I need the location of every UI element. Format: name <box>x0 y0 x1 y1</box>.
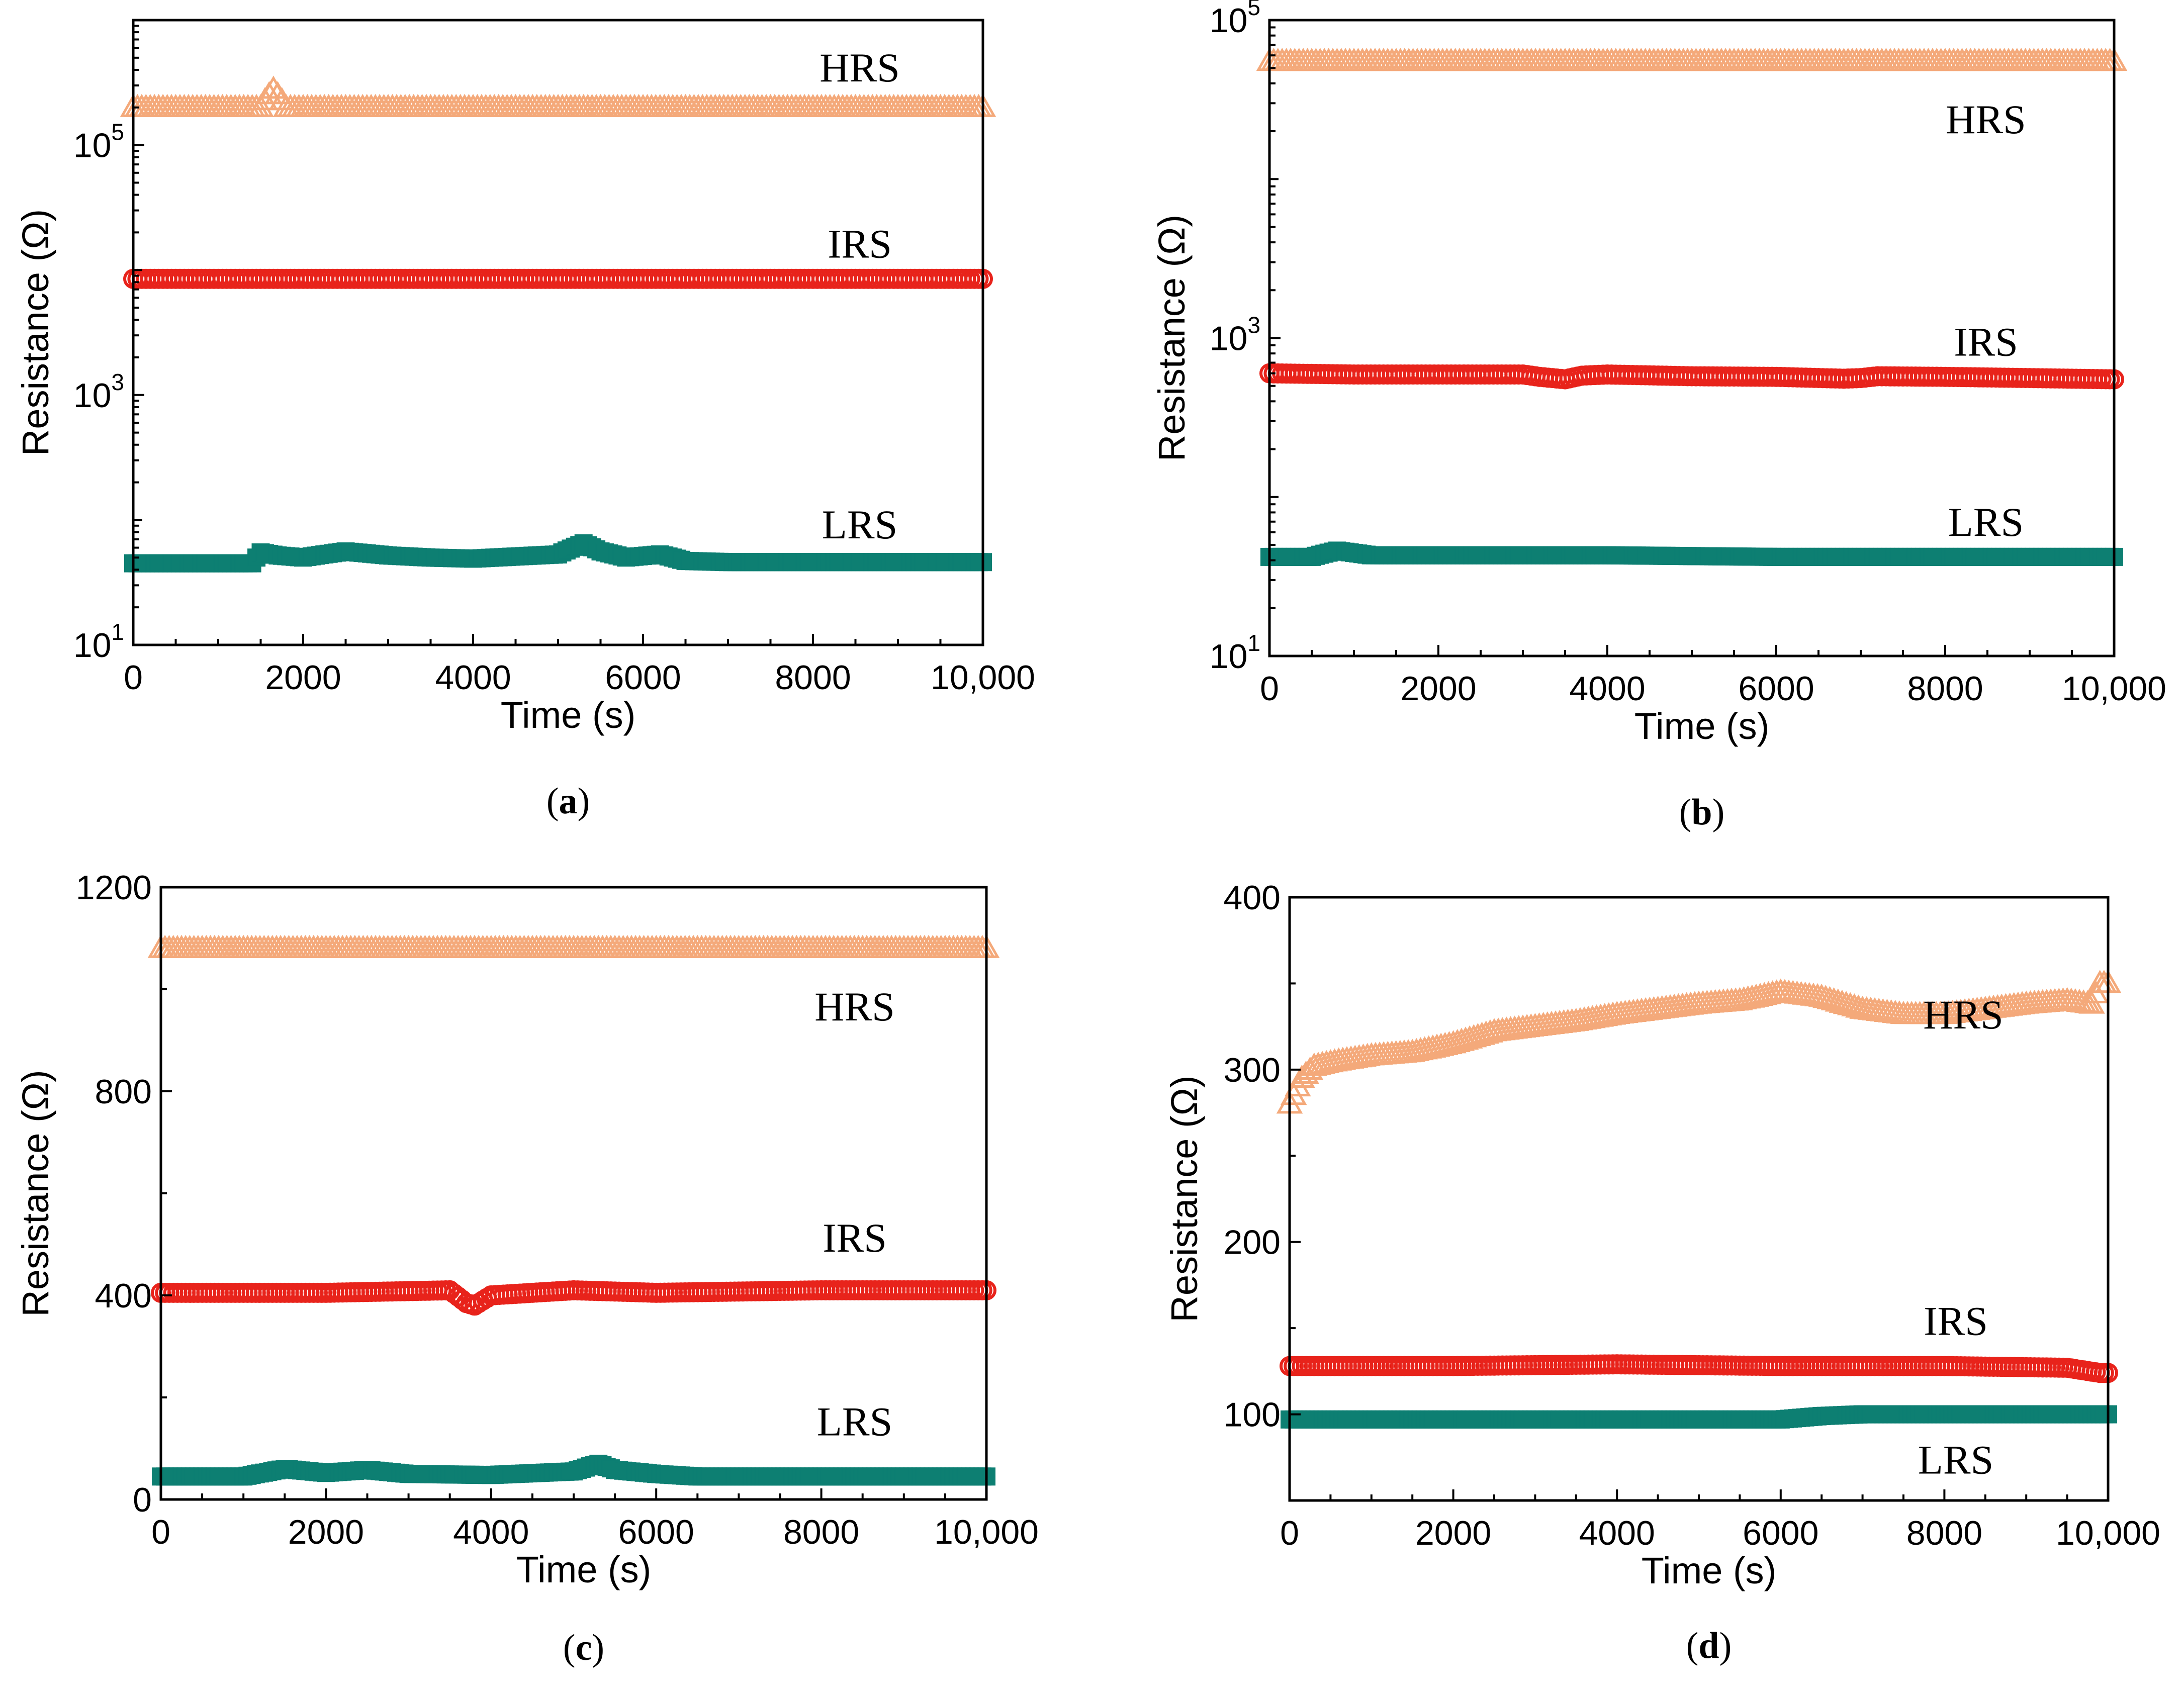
state-label-lrs: LRS <box>822 502 897 547</box>
y-tick-label: 103 <box>73 369 124 415</box>
x-tick-label: 8000 <box>1907 670 1983 708</box>
y-axis-title: Resistance (Ω) <box>1151 215 1193 461</box>
state-label-hrs: HRS <box>1946 97 2026 142</box>
hrs-point <box>1297 1056 1324 1080</box>
x-tick-label: 10,000 <box>931 658 1035 697</box>
series-lrs <box>152 1454 995 1486</box>
x-axis-title: Time (s) <box>1642 1550 1777 1591</box>
state-label-lrs: LRS <box>1948 499 2024 545</box>
x-tick-label: 6000 <box>605 658 681 697</box>
series-irs <box>1259 363 2124 390</box>
x-axis-title: Time (s) <box>1634 705 1770 747</box>
state-label-lrs: LRS <box>817 1398 892 1444</box>
y-tick-label: 105 <box>73 119 124 165</box>
series-hrs <box>1256 48 2128 71</box>
state-label-irs: IRS <box>1954 319 2018 365</box>
series-hrs <box>120 75 996 117</box>
y-tick-label: 0 <box>133 1481 152 1519</box>
x-tick-label: 8000 <box>1906 1514 1982 1552</box>
panel-caption: (b) <box>1679 792 1724 833</box>
panel-c: 0 2000 4000 6000 8000 10,000 0 400 800 1200 Time (… <box>15 869 1039 1668</box>
panel-caption: (c) <box>563 1627 604 1668</box>
panel-a: 0 2000 4000 6000 8000 10,000 101 103 105 Time (s)… <box>15 19 1035 822</box>
series-hrs <box>1276 970 2122 1114</box>
series-irs <box>1280 1354 2118 1383</box>
y-tick-label: 101 <box>73 619 124 665</box>
x-tick-label: 2000 <box>265 658 341 697</box>
y-tick-label: 101 <box>1210 630 1260 676</box>
y-axis-title: Resistance (Ω) <box>1163 1075 1205 1322</box>
x-tick-label: 6000 <box>1743 1514 1818 1552</box>
y-tick-label: 100 <box>1224 1396 1281 1434</box>
panel-b: 0 2000 4000 6000 8000 10,000 101 103 105 Time (s)… <box>1151 0 2166 833</box>
x-tick-label: 0 <box>124 658 143 697</box>
x-tick-label: 6000 <box>1738 670 1814 708</box>
x-tick-label: 10,000 <box>2062 670 2166 708</box>
y-tick-label: 105 <box>1210 0 1260 40</box>
series-lrs <box>124 534 992 573</box>
x-tick-label: 2000 <box>1400 670 1476 708</box>
x-tick-label: 4000 <box>453 1513 529 1551</box>
state-label-hrs: HRS <box>820 45 900 90</box>
state-label-hrs: HRS <box>1923 992 2004 1038</box>
state-label-hrs: HRS <box>814 984 895 1029</box>
series-lrs <box>1260 541 2123 566</box>
state-label-irs: IRS <box>1924 1298 1988 1344</box>
panel-caption: (a) <box>547 781 590 822</box>
x-tick-label: 4000 <box>1579 1514 1655 1552</box>
y-tick-label: 800 <box>95 1073 152 1111</box>
x-tick-label: 4000 <box>435 658 511 697</box>
panel-d: 0 2000 4000 6000 8000 10,000 100 200 300 400 Time … <box>1163 879 2160 1666</box>
x-tick-label: 10,000 <box>934 1513 1039 1551</box>
x-axis-title: Time (s) <box>516 1549 652 1590</box>
series-irs <box>151 1280 996 1316</box>
y-tick-label: 103 <box>1210 312 1260 358</box>
x-tick-label: 6000 <box>618 1513 694 1551</box>
y-tick-label: 400 <box>1224 879 1281 917</box>
y-tick-label: 200 <box>1224 1224 1281 1262</box>
y-tick-label: 300 <box>1224 1051 1281 1089</box>
x-tick-label: 0 <box>1280 1514 1299 1552</box>
y-tick-label: 1200 <box>76 869 152 907</box>
x-tick-label: 0 <box>151 1513 170 1551</box>
state-label-irs: IRS <box>823 1215 887 1261</box>
series-irs <box>123 268 993 289</box>
x-tick-label: 2000 <box>1415 1514 1491 1552</box>
y-axis-title: Resistance (Ω) <box>15 1070 56 1316</box>
hrs-point <box>1289 1064 1315 1088</box>
panel-caption: (d) <box>1686 1625 1732 1666</box>
x-tick-label: 2000 <box>288 1513 364 1551</box>
series-hrs <box>147 934 1000 958</box>
state-label-irs: IRS <box>828 221 892 267</box>
x-axis-title: Time (s) <box>501 694 636 736</box>
x-tick-label: 10,000 <box>2056 1514 2160 1552</box>
series-lrs <box>1281 1405 2117 1429</box>
y-axis-title: Resistance (Ω) <box>15 209 56 456</box>
x-tick-label: 0 <box>1260 670 1279 708</box>
state-label-lrs: LRS <box>1918 1437 1993 1483</box>
x-tick-label: 8000 <box>775 658 851 697</box>
x-tick-label: 4000 <box>1569 670 1645 708</box>
x-tick-label: 8000 <box>783 1513 859 1551</box>
y-tick-label: 400 <box>95 1277 152 1315</box>
